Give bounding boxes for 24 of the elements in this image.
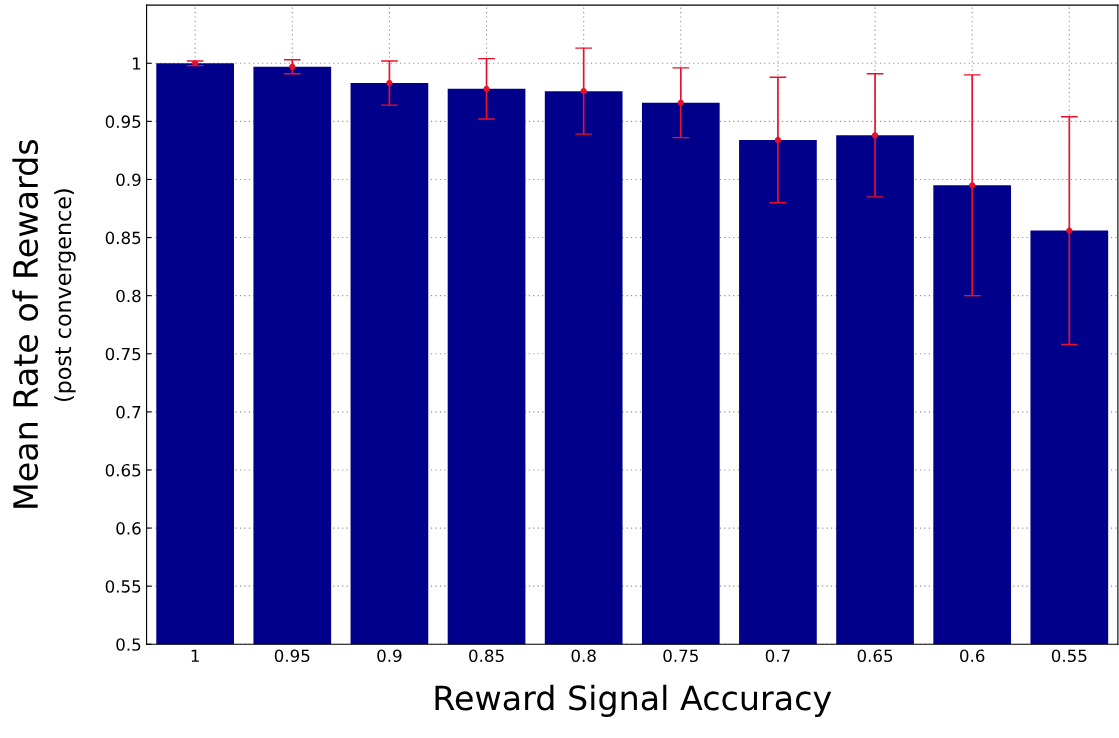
x-tick-label: 0.6 — [960, 649, 985, 663]
x-tick-label: 0.95 — [274, 649, 310, 663]
x-tick-label: 0.85 — [469, 649, 504, 663]
y-tick-label: 0.5 — [116, 638, 141, 651]
text: (post convergence) — [54, 189, 76, 402]
y-axis-title: Mean Rate of Rewards — [12, 140, 39, 508]
x-tick-label: 0.55 — [1051, 649, 1087, 663]
y-tick-label: 0.7 — [116, 405, 141, 419]
y-tick-label: 0.75 — [105, 347, 141, 361]
y-tick-label: 0.65 — [105, 463, 141, 477]
x-tick-label: 1 — [191, 649, 199, 662]
x-tick-label: 0.75 — [663, 649, 698, 663]
x-tick-label: 0.65 — [857, 649, 893, 663]
y-tick-label: 0.55 — [105, 580, 141, 593]
y-tick-label: 0.95 — [105, 115, 141, 128]
y-tick-label: 0.6 — [116, 522, 141, 535]
x-tick-label: 0.7 — [765, 649, 790, 663]
y-tick-label: 0.85 — [105, 231, 141, 245]
y-tick-label: 1 — [132, 57, 141, 70]
x-tick-label: 0.8 — [571, 649, 596, 663]
x-tick-label: 0.9 — [377, 649, 402, 663]
x-axis-title: Reward Signal Accuracy — [435, 684, 832, 717]
y-tick-label: 0.8 — [116, 289, 141, 303]
y-tick-label: 0.9 — [116, 173, 141, 187]
